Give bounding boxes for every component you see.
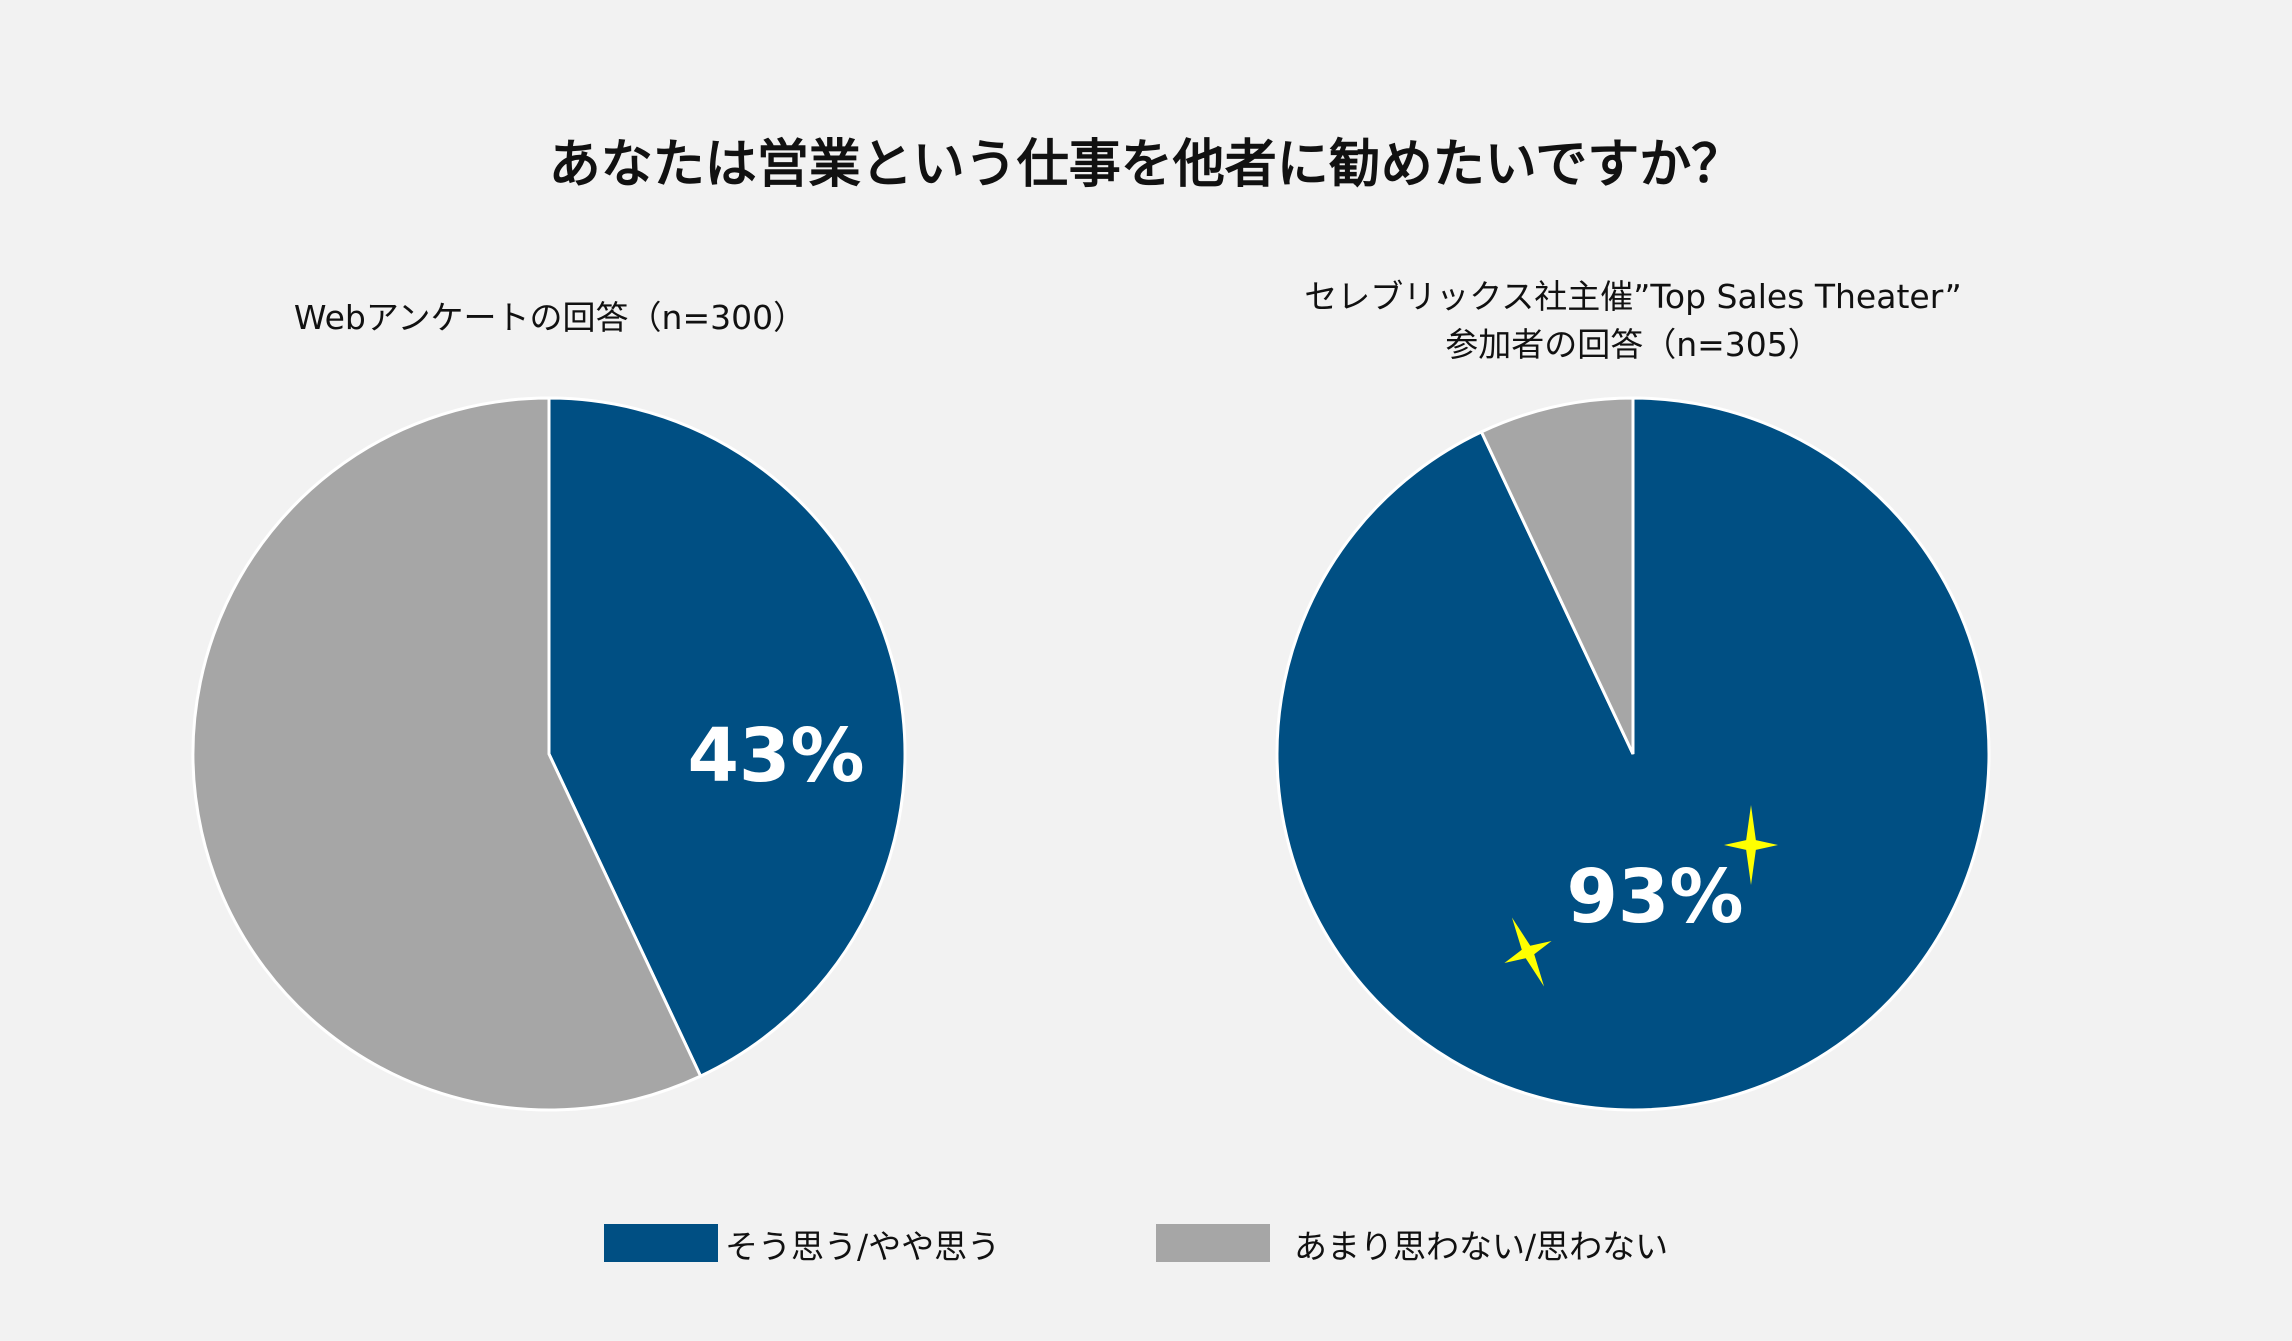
legend-label-agree: そう思う/やや思う bbox=[725, 1227, 1001, 1266]
legend-label-disagree: あまり思わない/思わない bbox=[1294, 1227, 1669, 1266]
right-pie-title: セレブリックス社主催”Top Sales Theater” 参加者の回答（n=3… bbox=[1233, 273, 2033, 369]
pie-slice-disagree bbox=[191, 396, 703, 1112]
sparkle-icon bbox=[1504, 917, 1552, 987]
right-pie-title-line2: 参加者の回答（n=305） bbox=[1445, 325, 1821, 364]
pie-slice-disagree bbox=[1479, 396, 1635, 755]
chart-title: あなたは営業という仕事を他者に勧めたいですか？ bbox=[548, 135, 1744, 195]
right-pie-title-line1: セレブリックス社主催”Top Sales Theater” bbox=[1304, 277, 1962, 316]
legend-swatch-disagree bbox=[1156, 1224, 1270, 1262]
legend-swatch-agree bbox=[604, 1224, 718, 1262]
left-pie-title: Webアンケートの回答（n=300） bbox=[293, 298, 807, 337]
sparkle-icon bbox=[1724, 805, 1778, 885]
data-label: 93% bbox=[1566, 854, 1743, 940]
pie-slice-agree bbox=[547, 396, 907, 1079]
data-label: 43% bbox=[687, 713, 864, 799]
pie-slice-agree bbox=[1275, 396, 1991, 1112]
